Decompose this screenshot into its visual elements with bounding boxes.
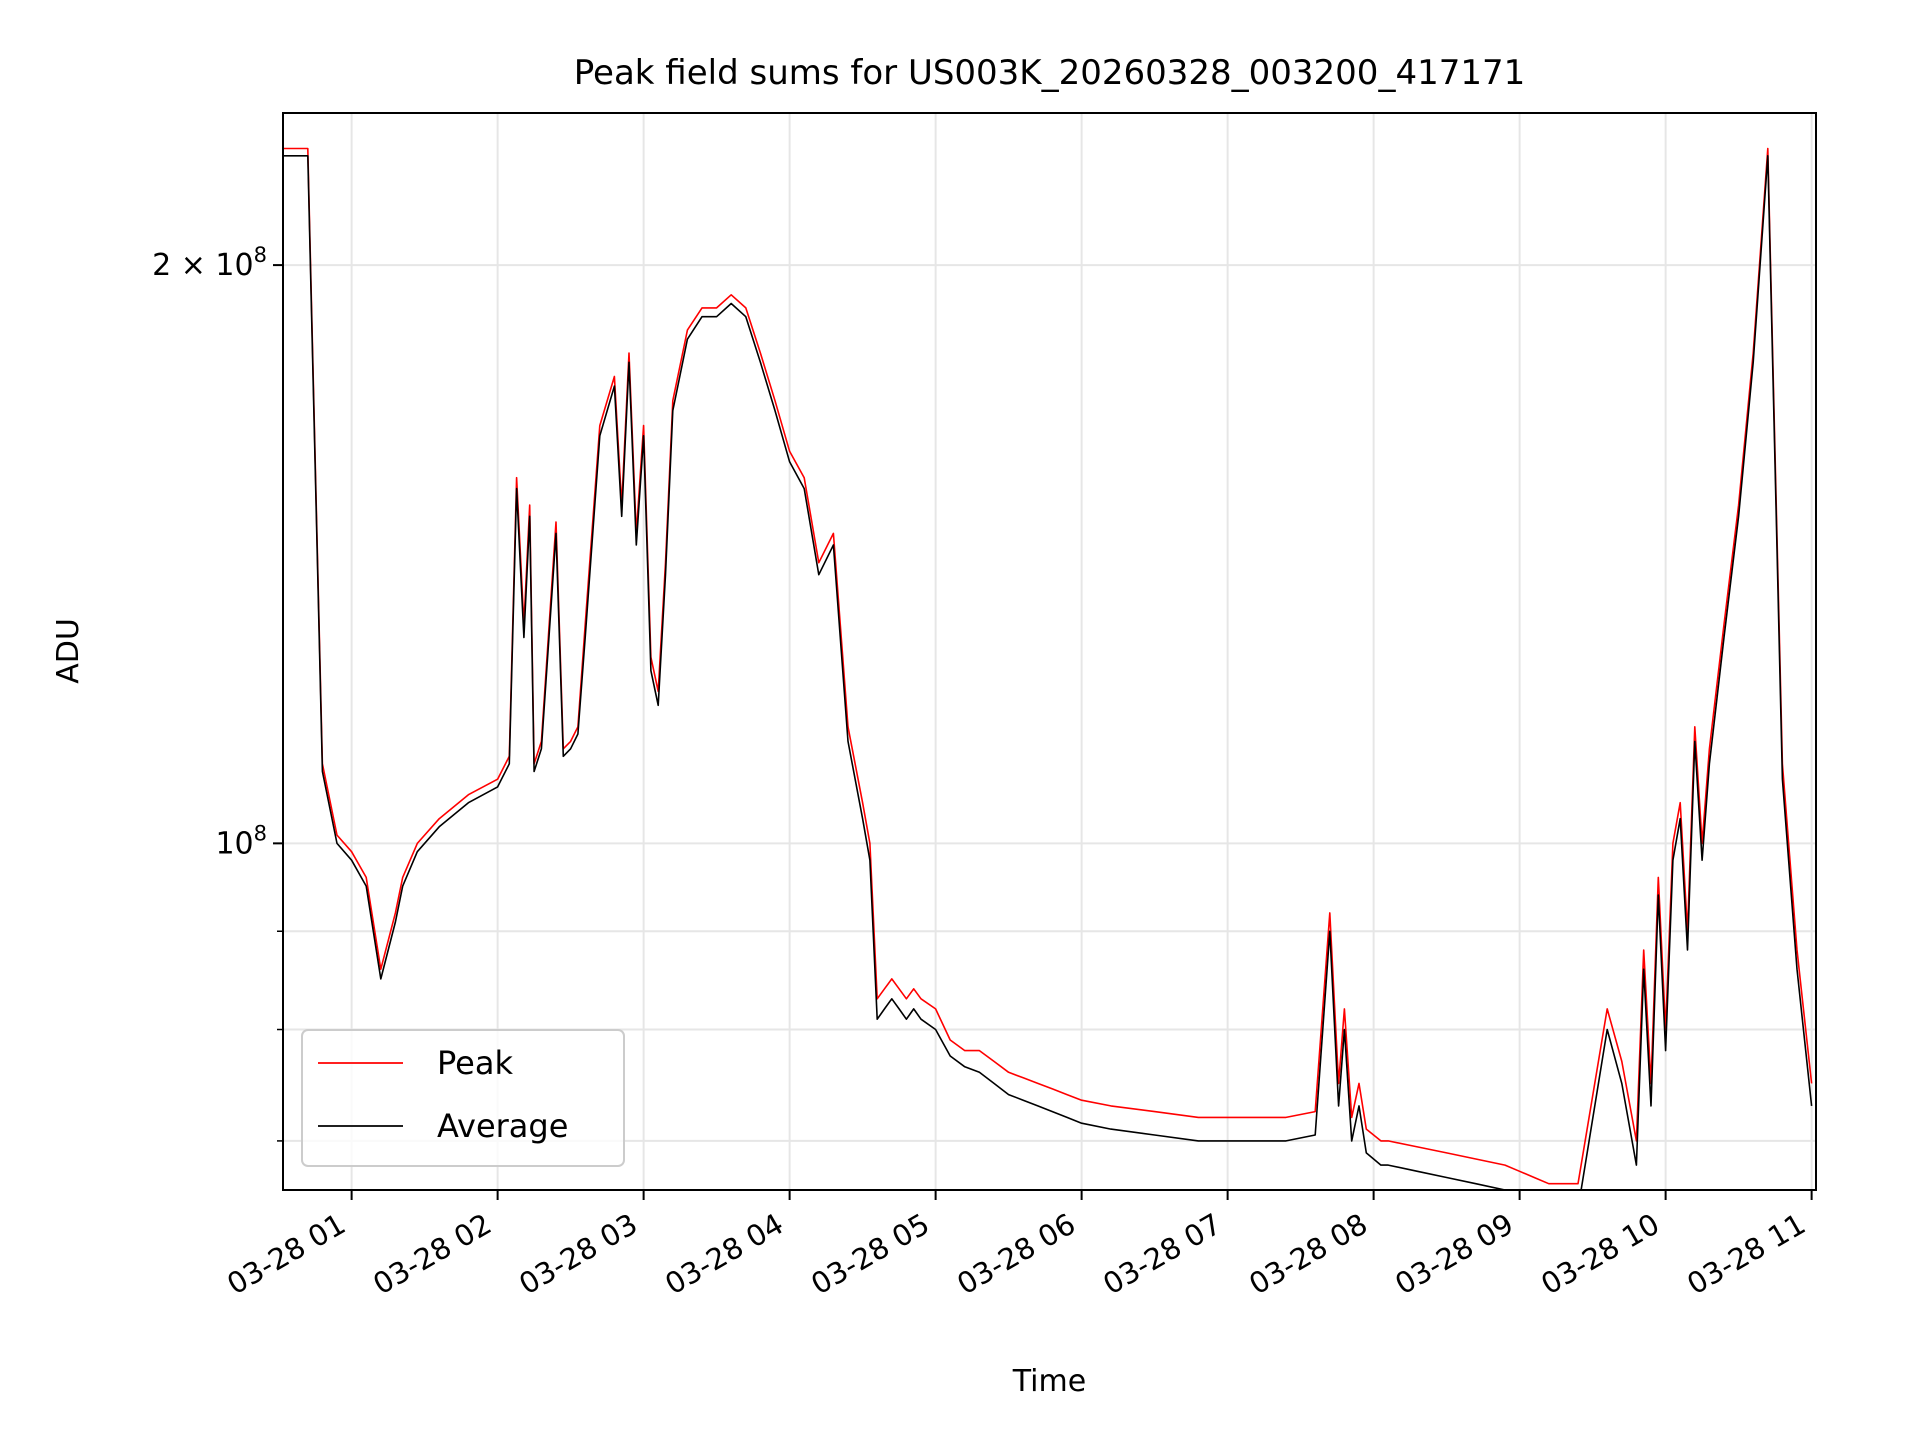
legend: Peak Average <box>301 1029 625 1167</box>
y-tick-label: 2 × 108 <box>152 243 267 283</box>
legend-box <box>301 1029 625 1167</box>
legend-peak-label: Peak <box>437 1044 513 1082</box>
grid-layer <box>283 113 1816 1190</box>
plot-area <box>283 147 1813 1190</box>
plot-frame <box>282 112 1817 1191</box>
chart-title: Peak field sums for US003K_20260328_0032… <box>574 53 1525 93</box>
x-axis-label: Time <box>1012 1364 1086 1399</box>
y-tick-label: 108 <box>215 821 267 861</box>
series-line-average <box>283 155 1813 1190</box>
y-axis-label: ADU <box>51 618 86 684</box>
legend-average-label: Average <box>437 1107 568 1145</box>
